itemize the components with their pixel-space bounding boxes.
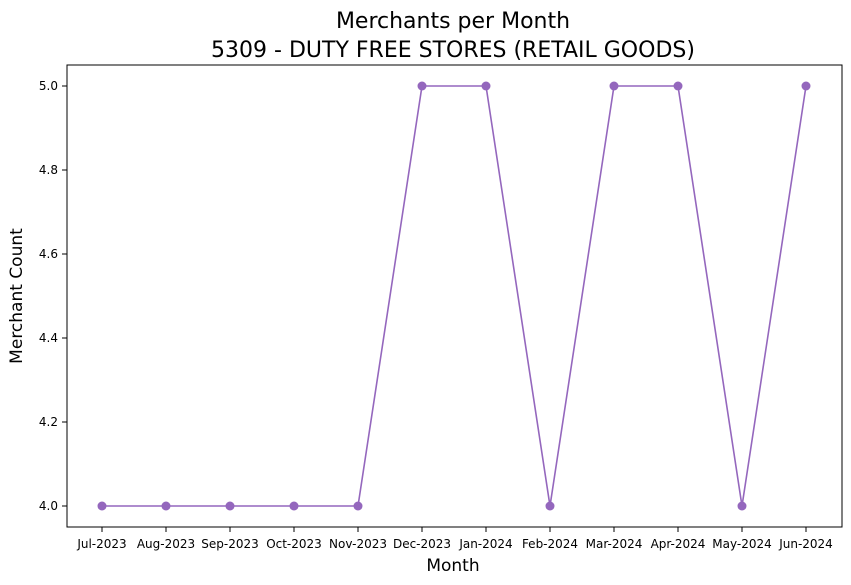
- chart-title-line-1: Merchants per Month: [336, 9, 570, 34]
- x-tick-label: Nov-2023: [329, 537, 387, 551]
- x-tick-label: Oct-2023: [266, 537, 322, 551]
- chart-title: Merchants per Month 5309 - DUTY FREE STO…: [211, 9, 695, 63]
- x-axis-label: Month: [426, 556, 479, 576]
- data-point: [481, 81, 491, 91]
- data-point: [289, 501, 299, 511]
- x-tick-label: Apr-2024: [651, 537, 706, 551]
- y-tick-label: 4.6: [39, 247, 58, 261]
- y-tick-label: 4.8: [39, 163, 58, 177]
- x-tick-label: Mar-2024: [586, 537, 643, 551]
- y-tick-label: 4.0: [39, 499, 58, 513]
- chart-title-line-2: 5309 - DUTY FREE STORES (RETAIL GOODS): [211, 38, 695, 63]
- x-tick-label: May-2024: [712, 537, 771, 551]
- x-tick-label: Aug-2023: [137, 537, 195, 551]
- y-axis-label: Merchant Count: [7, 228, 27, 364]
- data-point: [737, 501, 747, 511]
- data-point: [225, 501, 235, 511]
- data-point: [97, 501, 107, 511]
- y-tick-label: 5.0: [39, 79, 58, 93]
- plot-area-frame: [66, 64, 843, 528]
- x-tick-label: Feb-2024: [522, 537, 578, 551]
- series-line: [102, 85, 807, 507]
- data-point: [801, 81, 811, 91]
- data-point: [673, 81, 683, 91]
- x-tick-label: Jul-2023: [76, 537, 126, 551]
- x-axis-ticks: Jul-2023 Aug-2023 Sep-2023 Oct-2023 Nov-2023…: [76, 527, 833, 551]
- y-axis-ticks: 4.0 4.2 4.4 4.6 4.8 5.0: [39, 79, 67, 513]
- data-point: [609, 81, 619, 91]
- x-tick-label: Dec-2023: [393, 537, 451, 551]
- y-tick-label: 4.2: [39, 415, 58, 429]
- data-point: [161, 501, 171, 511]
- x-tick-label: Sep-2023: [201, 537, 259, 551]
- series-layer: [97, 81, 811, 511]
- data-point: [545, 501, 555, 511]
- data-point: [417, 81, 427, 91]
- x-tick-label: Jun-2024: [778, 537, 833, 551]
- y-tick-label: 4.4: [39, 331, 58, 345]
- x-tick-label: Jan-2024: [458, 537, 512, 551]
- data-point: [353, 501, 363, 511]
